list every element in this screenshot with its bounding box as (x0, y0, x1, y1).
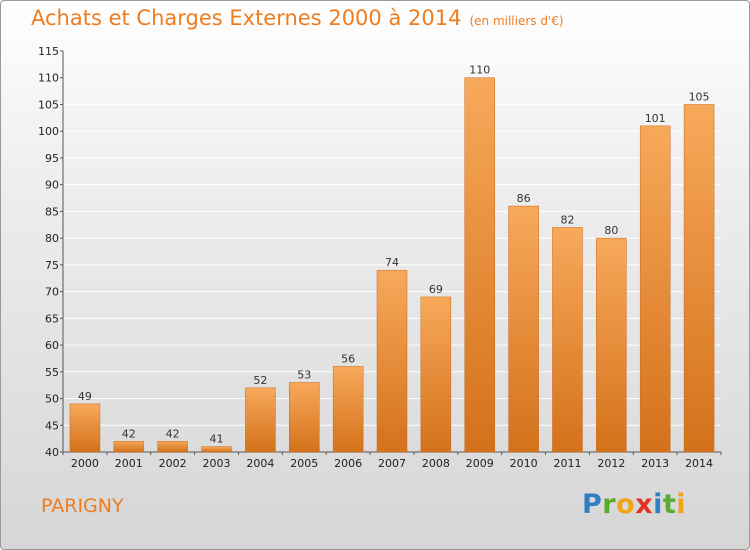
axes: 40 45 50 55 60 65 70 75 80 85 90 95 100 105 110 115 (38, 45, 722, 459)
y-tick-label: 80 (45, 232, 59, 245)
chart-title-text: Achats et Charges Externes 2000 à 2014 (31, 6, 462, 30)
x-tick-label: 2001 (115, 457, 143, 470)
chart-subtitle: (en milliers d'€) (469, 14, 564, 28)
y-tick-label: 100 (38, 125, 59, 138)
chart-title: Achats et Charges Externes 2000 à 2014 (e… (31, 6, 564, 30)
bar (508, 205, 539, 453)
data-label: 82 (560, 213, 574, 226)
proxiti-logo: Proxiti (582, 489, 687, 520)
bar (245, 387, 276, 453)
bar (289, 382, 320, 453)
bars (69, 77, 715, 453)
x-tick-label: 2005 (290, 457, 318, 470)
data-label: 80 (604, 224, 618, 237)
bar (464, 77, 495, 453)
y-tick-label: 40 (45, 446, 59, 459)
y-tick-label: 115 (38, 45, 59, 58)
data-label: 49 (78, 390, 92, 403)
data-label: 86 (517, 192, 531, 205)
y-tick-label: 55 (45, 366, 59, 379)
y-tick-label: 65 (45, 312, 59, 325)
data-label: 110 (469, 64, 490, 77)
y-tick-label: 105 (38, 98, 59, 111)
x-tick-label: 2006 (334, 457, 362, 470)
data-label: 42 (166, 427, 180, 440)
labels: 49 2000 42 2001 42 2002 41 2003 52 2004 53 2005 56 20… (71, 64, 713, 470)
x-tick-label: 2007 (378, 457, 406, 470)
bar (683, 104, 715, 453)
y-tick-label: 110 (38, 72, 59, 85)
x-tick-label: 2013 (641, 457, 669, 470)
data-label: 105 (689, 90, 710, 103)
y-tick-label: 45 (45, 419, 59, 432)
data-label: 53 (297, 368, 311, 381)
bar (639, 125, 671, 453)
x-tick-label: 2000 (71, 457, 99, 470)
data-label: 56 (341, 352, 355, 365)
y-tick-label: 75 (45, 259, 59, 272)
x-tick-label: 2008 (422, 457, 450, 470)
bar (420, 296, 452, 453)
data-label: 101 (645, 112, 666, 125)
y-tick-label: 50 (45, 393, 59, 406)
bar (332, 366, 364, 453)
x-tick-label: 2004 (246, 457, 274, 470)
bar (69, 403, 101, 453)
bar (157, 441, 188, 453)
y-tick-label: 90 (45, 179, 59, 192)
bar (552, 227, 583, 453)
bar (201, 446, 232, 453)
bar (113, 441, 145, 453)
y-tick-label: 60 (45, 339, 59, 352)
y-tick-label: 95 (45, 152, 59, 165)
bar (596, 237, 627, 453)
y-tick-label: 85 (45, 205, 59, 218)
data-label: 52 (253, 374, 267, 387)
x-tick-label: 2011 (553, 457, 581, 470)
x-tick-label: 2010 (510, 457, 538, 470)
x-tick-label: 2012 (597, 457, 625, 470)
x-tick-label: 2003 (203, 457, 231, 470)
x-tick-label: 2014 (685, 457, 713, 470)
data-label: 74 (385, 256, 399, 269)
x-tick-label: 2009 (466, 457, 494, 470)
data-label: 42 (122, 427, 136, 440)
commune-name: PARIGNY (41, 495, 124, 517)
data-label: 69 (429, 283, 443, 296)
y-tick-label: 70 (45, 286, 59, 299)
x-tick-label: 2002 (159, 457, 187, 470)
data-label: 41 (210, 433, 224, 446)
bar (376, 269, 408, 453)
